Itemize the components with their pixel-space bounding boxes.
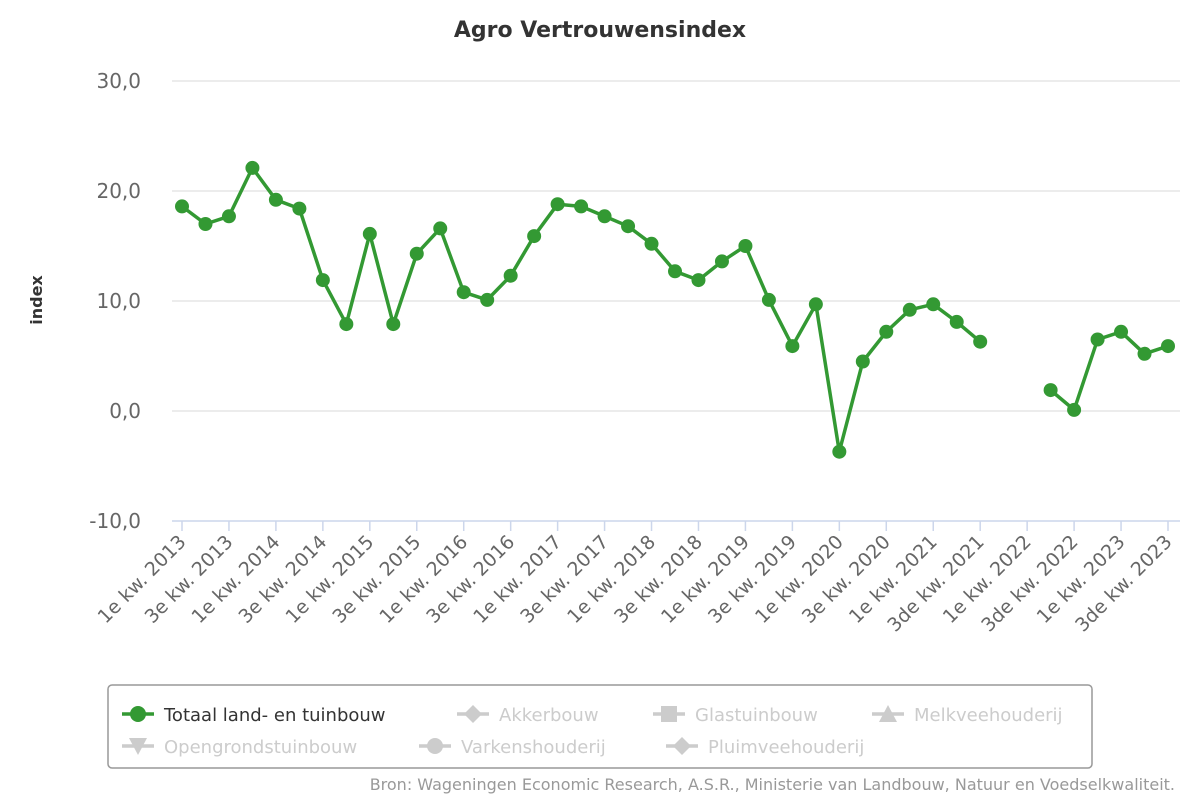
legend-item-melkveehouderij[interactable]: Melkveehouderij	[872, 705, 1063, 726]
legend-item-glastuinbouw[interactable]: Glastuinbouw	[653, 705, 818, 726]
legend-label: Totaal land- en tuinbouw	[163, 705, 386, 726]
data-point[interactable]: 2e kw. 2020: 4.5	[855, 354, 870, 369]
legend-item-pluimveehouderij[interactable]: Pluimveehouderij	[666, 737, 864, 758]
data-point[interactable]: 1e kw. 2014: 19.2	[268, 192, 283, 207]
legend-label: Varkenshouderij	[461, 737, 606, 758]
legend-marker-triangle-down-icon	[129, 738, 147, 755]
legend-label: Akkerbouw	[499, 705, 599, 726]
legend-marker-circle-icon	[130, 706, 146, 722]
data-point[interactable]: 1e kw. 2013: 18.6	[175, 199, 189, 214]
legend[interactable]: Totaal land- en tuinbouw Akkerbouw Glastui…	[107, 684, 1093, 769]
data-point[interactable]: 3e kw. 2013: 17.7	[221, 209, 236, 224]
legend-item-totaal-land-en-tuinbouw[interactable]: Totaal land- en tuinbouw	[122, 705, 386, 726]
data-point[interactable]: 3e kw. 2018: 11.9	[691, 273, 706, 288]
legend-label: Melkveehouderij	[914, 705, 1063, 726]
data-point[interactable]: 4de kw. 2022: 6.5	[1090, 332, 1105, 347]
data-point[interactable]: 2e kw. 2017: 18.6	[574, 199, 589, 214]
y-axis-ticks: 30,0 20,0 10,0 0,0 -10,0	[89, 69, 141, 533]
data-point[interactable]: 1e kw. 2020: -3.7	[832, 444, 847, 459]
grid-lines	[172, 80, 1180, 412]
data-point[interactable]: 2e kw. 2018: 12.7	[668, 264, 682, 279]
data-point[interactable]: 4e kw. 2020: 9.2	[902, 302, 917, 317]
data-point[interactable]: 4e kw. 2014: 7.9	[339, 317, 354, 332]
y-axis-label: index	[27, 275, 46, 325]
data-point[interactable]: 3e kw. 2016: 12.3	[503, 268, 518, 283]
legend-marker-square-icon	[661, 706, 677, 722]
data-point[interactable]: 1e kw. 2019: 15	[738, 239, 753, 253]
y-tick-label: 0,0	[109, 399, 141, 423]
data-point[interactable]: 2e kw. 2021: 8.1	[949, 314, 964, 329]
data-point[interactable]: 1e kw. 2017: 18.8	[550, 197, 565, 212]
data-point[interactable]: 3de kw. 2021: 6.3	[973, 334, 988, 349]
legend-marker-circle-icon	[427, 738, 443, 754]
data-point[interactable]: 2e kw. 2022: 1.9	[1043, 383, 1058, 398]
data-point[interactable]: 2e kw. 2023: 5.2	[1137, 346, 1152, 361]
series-line	[180, 166, 1169, 454]
legend-marker-triangle-icon	[879, 705, 897, 722]
data-point[interactable]: 3e kw. 2017: 17.7	[597, 209, 612, 224]
data-point[interactable]: 1e kw. 2023: 7.2	[1114, 324, 1129, 339]
data-point[interactable]: 1e kw. 2016: 10.8	[456, 285, 471, 300]
legend-label: Pluimveehouderij	[708, 737, 864, 758]
data-point[interactable]: 4e kw. 2013: 22.1	[245, 160, 260, 175]
legend-item-varkenshouderij[interactable]: Varkenshouderij	[419, 737, 606, 758]
legend-marker-diamond-icon	[464, 705, 482, 723]
data-point[interactable]: 4e kw. 2018: 13.6	[714, 254, 729, 269]
data-point[interactable]: 4e kw. 2019: 9.7	[808, 297, 823, 312]
data-point[interactable]: 3e kw. 2019: 5.9	[785, 339, 800, 354]
y-tick-label: 10,0	[96, 289, 141, 313]
data-point[interactable]: 3de kw. 2022: 0.1	[1067, 402, 1082, 417]
credits-text: Bron: Wageningen Economic Research, A.S.…	[370, 775, 1175, 794]
data-point[interactable]: 3e kw. 2014: 11.9	[315, 273, 330, 288]
data-point[interactable]: 2e kw. 2013: 17	[198, 217, 213, 231]
data-point[interactable]: 4e kw. 2016: 15.9	[527, 229, 542, 244]
data-point[interactable]: 1e kw. 2015: 16.1	[362, 226, 377, 241]
data-point[interactable]: 2e kw. 2015: 7.9	[386, 317, 401, 332]
data-point[interactable]: 2e kw. 2016: 10.1	[480, 292, 495, 307]
data-point[interactable]: 1e kw. 2021: 9.7	[926, 297, 941, 312]
y-tick-label: -10,0	[89, 509, 141, 533]
y-tick-label: 20,0	[96, 179, 141, 203]
legend-label: Opengrondstuinbouw	[164, 737, 357, 758]
chart-title: Agro Vertrouwensindex	[454, 18, 746, 43]
legend-item-opengrondstuinbouw[interactable]: Opengrondstuinbouw	[122, 737, 357, 758]
series-layer[interactable]: 1e kw. 2013: 18.6 2e kw. 2013: 17 3e kw. 2…	[175, 160, 1175, 459]
legend-marker-diamond-icon	[673, 737, 691, 755]
data-point[interactable]: 4e kw. 2017: 16.8	[621, 219, 636, 234]
data-point[interactable]: 3e kw. 2020: 7.2	[879, 324, 894, 339]
legend-item-akkerbouw[interactable]: Akkerbouw	[457, 705, 599, 726]
data-point[interactable]: 2e kw. 2019: 10.1	[761, 292, 776, 307]
data-point[interactable]: 3e kw. 2015: 14.3	[409, 246, 424, 261]
data-point[interactable]: 1e kw. 2018: 15.2	[644, 236, 659, 251]
data-point[interactable]: 2e kw. 2014: 18.4	[292, 201, 307, 216]
y-tick-label: 30,0	[96, 69, 141, 93]
series-totaal-land-en-tuinbouw[interactable]: 1e kw. 2013: 18.6 2e kw. 2013: 17 3e kw. 2…	[175, 160, 1175, 459]
data-point[interactable]: 3de kw. 2023: 5.9	[1161, 339, 1175, 354]
legend-label: Glastuinbouw	[695, 705, 818, 726]
data-point[interactable]: 4e kw. 2015: 16.6	[433, 221, 448, 236]
legend-box	[107, 684, 1093, 769]
